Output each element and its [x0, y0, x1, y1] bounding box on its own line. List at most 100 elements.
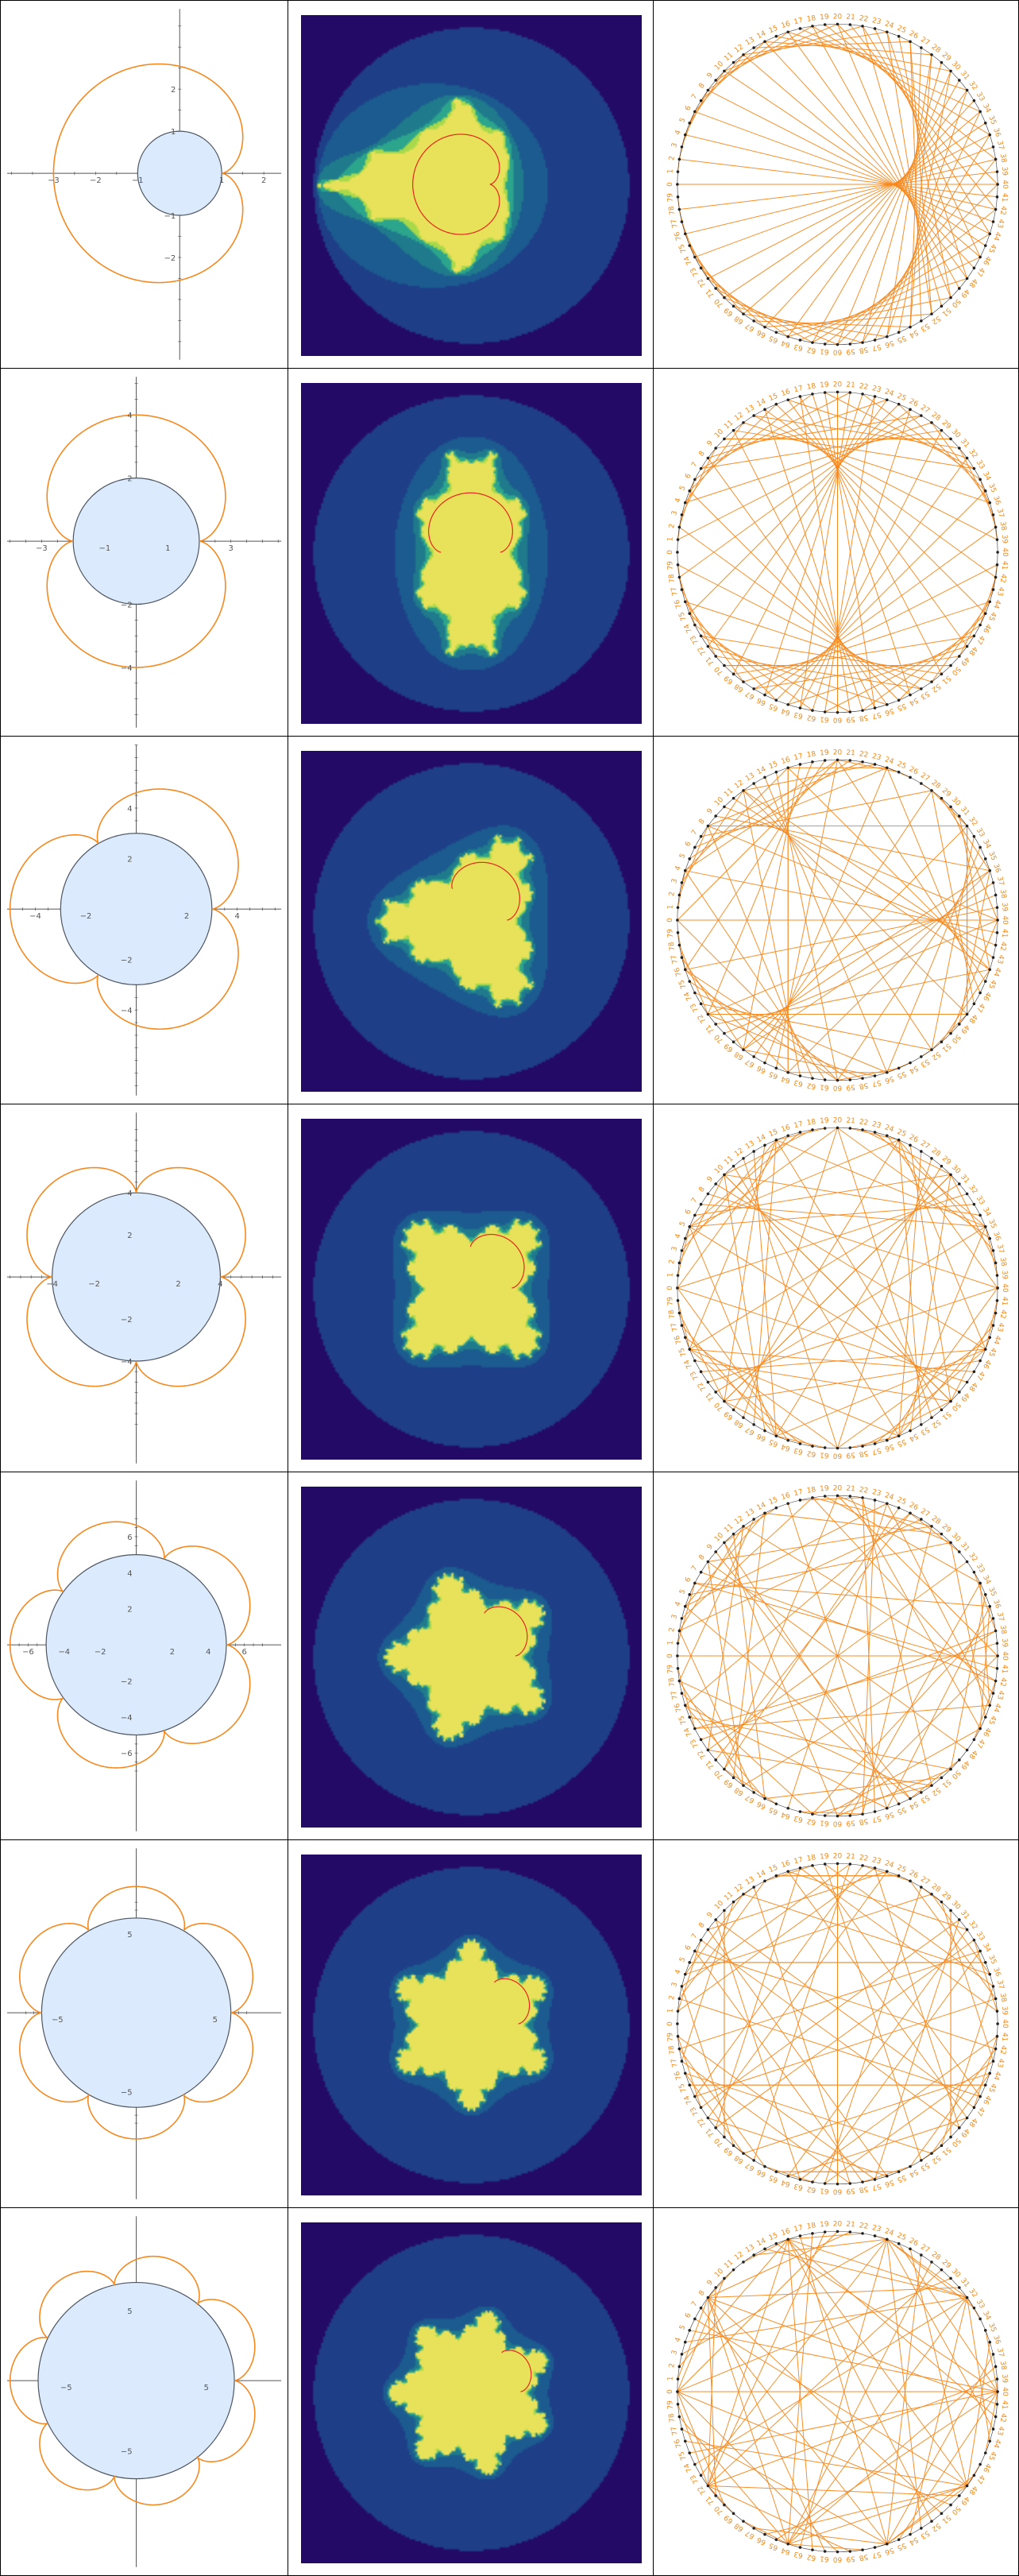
chord-line: [909, 2249, 968, 2486]
chord-line: [724, 1174, 766, 1431]
chord-point: [965, 1928, 969, 1932]
chord-line: [694, 146, 994, 258]
y-tick-label: −2: [121, 957, 133, 965]
chord-point-label: 15: [768, 1128, 779, 1139]
chord-point: [873, 1499, 877, 1502]
chord-point-label: 78: [668, 2412, 677, 2423]
chord-line: [753, 415, 998, 540]
chord-point: [683, 868, 687, 872]
chord-point-label: 41: [1000, 1297, 1009, 1306]
chord-point: [693, 255, 697, 259]
chord-point: [983, 2329, 987, 2332]
chord-point: [723, 1399, 726, 1403]
chord-point: [714, 1182, 717, 1186]
chord-point: [909, 1879, 912, 1883]
chord-point-label: 55: [896, 2173, 907, 2184]
chord-point-label: 0: [666, 2021, 674, 2026]
chord-point-label: 40: [1001, 1651, 1009, 1661]
chord-point-label: 22: [859, 382, 869, 392]
chord-point: [909, 1511, 912, 1515]
multibrot-cell-4: [288, 1104, 654, 1472]
chord-point: [873, 2234, 877, 2238]
chord-point: [861, 1864, 864, 1867]
chord-point: [714, 287, 717, 290]
chord-point: [676, 1642, 680, 1645]
chord-point: [897, 1434, 901, 1438]
chord-point: [988, 2071, 992, 2075]
chord-point: [774, 2170, 778, 2174]
chord-point-label: 61: [820, 2186, 829, 2195]
chord-line: [898, 404, 986, 492]
chord-point-label: 74: [683, 1358, 694, 1370]
chord-point: [763, 2532, 766, 2536]
chord-point-label: 3: [670, 1246, 679, 1252]
chord-point: [676, 2390, 679, 2393]
chord-point: [680, 513, 684, 516]
chord-point-label: 46: [981, 2462, 992, 2474]
chord-point-label: 52: [930, 2153, 942, 2165]
chord-line: [678, 1313, 725, 1402]
chord-cell-4: 0 1 2 3 4 5 6 7 8 9 10 11 12 13 14 15 16 17 18 19 20 21 22 23 24…: [653, 1104, 1019, 1472]
chord-point-label: 56: [883, 706, 894, 717]
chord-line: [685, 422, 744, 503]
chord-line: [733, 798, 990, 970]
chord-line: [787, 2297, 968, 2545]
chord-point-label: 66: [755, 695, 767, 706]
chord-point-label: 5: [678, 2324, 687, 2331]
chord-cell-7: 0 1 2 3 4 5 6 7 8 9 10 11 12 13 14 15 16 17 18 19 20 21 22 23 24…: [653, 2207, 1019, 2576]
chord-point: [680, 1249, 684, 1252]
chord-point: [688, 1715, 692, 1719]
chord-point: [994, 1679, 998, 1683]
x-tick-label: 5: [204, 2384, 209, 2392]
chord-point: [978, 2317, 982, 2321]
chords: [677, 2231, 998, 2552]
chord-line: [824, 635, 975, 713]
chord-point-label: 26: [908, 765, 920, 776]
chord-point: [699, 1738, 703, 1742]
chord-point-label: 15: [768, 760, 779, 772]
chord-point: [909, 40, 912, 44]
chord-point-label: 53: [919, 321, 931, 332]
chord-line: [685, 969, 851, 1081]
chord-point-label: 12: [733, 411, 745, 423]
epicycloid-plot: −5 55−5: [6, 1848, 282, 2199]
chord-point-label: 43: [995, 1321, 1005, 1332]
chord-point-label: 65: [768, 1437, 779, 1449]
chord-point: [742, 2520, 745, 2523]
chord-point: [677, 1629, 681, 1633]
chord-point: [823, 1862, 827, 1866]
chord-point: [991, 1324, 995, 1327]
chord-point: [688, 2329, 692, 2332]
chord-line: [678, 479, 696, 528]
chord-point-label: 44: [991, 966, 1002, 977]
chord-line: [708, 2378, 998, 2486]
chord-line: [788, 2485, 967, 2545]
chord-point-label: 21: [846, 1853, 855, 1862]
chord-point: [983, 244, 987, 247]
chord-line: [715, 288, 813, 343]
chord-line: [788, 399, 967, 458]
chord-point-label: 75: [677, 978, 689, 989]
chord-point: [994, 943, 998, 947]
chord-point: [995, 2377, 999, 2381]
chord-line: [685, 1512, 911, 1706]
chord-point-label: 5: [678, 1588, 687, 1595]
chord-line: [708, 2297, 998, 2405]
chord-point: [920, 1150, 923, 1153]
chord-point-label: 43: [995, 953, 1005, 964]
chord-point-label: 48: [967, 2484, 978, 2496]
chord-line: [837, 858, 986, 1081]
chord-point-label: 77: [670, 953, 680, 964]
chord-line: [677, 1867, 875, 2012]
chord-point-label: 14: [756, 1501, 768, 1512]
x-tick-label: −2: [95, 1648, 106, 1657]
chord-point: [731, 1040, 735, 1044]
chord-point-label: 25: [896, 1864, 907, 1875]
chord-line: [743, 1049, 875, 1077]
chord-point-label: 66: [755, 327, 767, 338]
chord-point-label: 34: [981, 1942, 992, 1954]
chord-point: [731, 796, 735, 800]
chord-point: [940, 2512, 944, 2516]
chord-line: [800, 2036, 998, 2180]
